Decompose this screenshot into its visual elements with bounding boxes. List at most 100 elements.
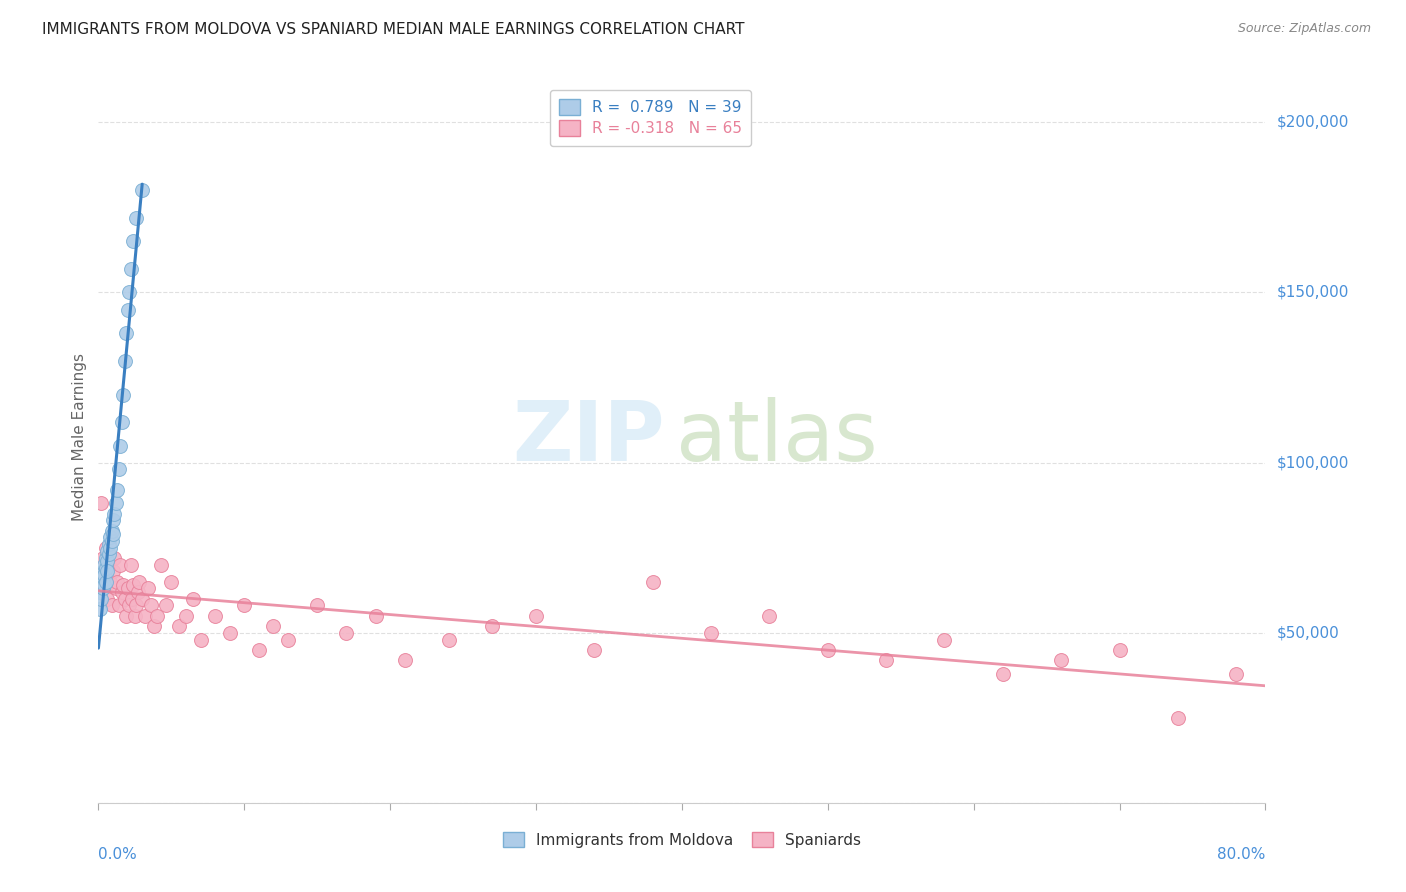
Point <box>94 541 117 555</box>
Point <box>96 565 118 579</box>
Text: $100,000: $100,000 <box>1277 455 1348 470</box>
Point <box>817 642 839 657</box>
Point <box>114 353 136 368</box>
Text: ZIP: ZIP <box>512 397 665 477</box>
Point <box>115 608 138 623</box>
Point <box>100 599 122 613</box>
Point <box>122 235 145 249</box>
Point <box>1108 642 1130 657</box>
Point <box>117 302 139 317</box>
Point <box>160 574 183 589</box>
Point <box>90 591 112 606</box>
Point <box>204 608 226 623</box>
Point <box>93 567 115 582</box>
Text: Source: ZipAtlas.com: Source: ZipAtlas.com <box>1237 22 1371 36</box>
Text: IMMIGRANTS FROM MOLDOVA VS SPANIARD MEDIAN MALE EARNINGS CORRELATION CHART: IMMIGRANTS FROM MOLDOVA VS SPANIARD MEDI… <box>42 22 745 37</box>
Point <box>991 666 1014 681</box>
Point <box>136 582 159 596</box>
Point <box>117 582 139 596</box>
Point <box>142 619 165 633</box>
Point <box>96 591 118 606</box>
Point <box>103 550 125 565</box>
Point <box>97 558 120 572</box>
Point <box>104 582 127 596</box>
Point <box>262 619 284 633</box>
Point <box>641 574 664 589</box>
Point <box>101 513 124 527</box>
Point <box>114 591 136 606</box>
Point <box>218 625 240 640</box>
Point <box>91 571 114 585</box>
Legend: Immigrants from Moldova, Spaniards: Immigrants from Moldova, Spaniards <box>496 825 868 854</box>
Point <box>181 591 204 606</box>
Point <box>110 439 132 453</box>
Point <box>94 574 117 589</box>
Point <box>98 574 121 589</box>
Point <box>1167 711 1189 725</box>
Point <box>307 599 329 613</box>
Point <box>524 608 547 623</box>
Point <box>122 578 145 592</box>
Point <box>481 619 503 633</box>
Point <box>875 653 897 667</box>
Point <box>101 565 124 579</box>
Point <box>1225 666 1247 681</box>
Point <box>335 625 357 640</box>
Point <box>758 608 780 623</box>
Point <box>131 591 153 606</box>
Point <box>100 524 122 538</box>
Point <box>118 285 141 300</box>
Point <box>121 591 143 606</box>
Point <box>104 496 127 510</box>
Text: $150,000: $150,000 <box>1277 285 1348 300</box>
Point <box>124 608 146 623</box>
Point <box>120 558 142 572</box>
Point <box>96 554 118 568</box>
Point <box>105 574 128 589</box>
Point <box>155 599 177 613</box>
Point <box>110 558 132 572</box>
Point <box>233 599 256 613</box>
Point <box>101 527 124 541</box>
Point <box>90 496 112 510</box>
Text: atlas: atlas <box>676 397 877 477</box>
Point <box>93 558 115 572</box>
Point <box>91 582 114 596</box>
Point <box>90 574 112 589</box>
Point <box>96 544 118 558</box>
Point <box>108 599 131 613</box>
Point <box>125 599 148 613</box>
Point <box>146 608 169 623</box>
Point <box>98 541 121 555</box>
Point <box>131 183 153 197</box>
Point <box>934 632 956 647</box>
Point <box>94 550 117 565</box>
Point <box>437 632 460 647</box>
Point <box>94 561 117 575</box>
Point <box>583 642 606 657</box>
Point <box>89 585 111 599</box>
Point <box>120 261 142 276</box>
Point <box>118 599 141 613</box>
Point <box>112 578 135 592</box>
Point <box>150 558 173 572</box>
Point <box>108 462 131 476</box>
Point <box>93 578 115 592</box>
Point <box>89 602 111 616</box>
Point <box>364 608 387 623</box>
Point <box>111 585 134 599</box>
Text: 0.0%: 0.0% <box>98 847 138 862</box>
Point <box>700 625 723 640</box>
Point <box>100 533 122 548</box>
Point <box>277 632 299 647</box>
Point <box>93 565 115 579</box>
Point <box>103 507 125 521</box>
Point <box>174 608 197 623</box>
Text: $200,000: $200,000 <box>1277 115 1348 130</box>
Point <box>247 642 270 657</box>
Point <box>97 537 120 551</box>
Point <box>394 653 416 667</box>
Point <box>115 326 138 341</box>
Point <box>139 599 162 613</box>
Point <box>112 387 135 401</box>
